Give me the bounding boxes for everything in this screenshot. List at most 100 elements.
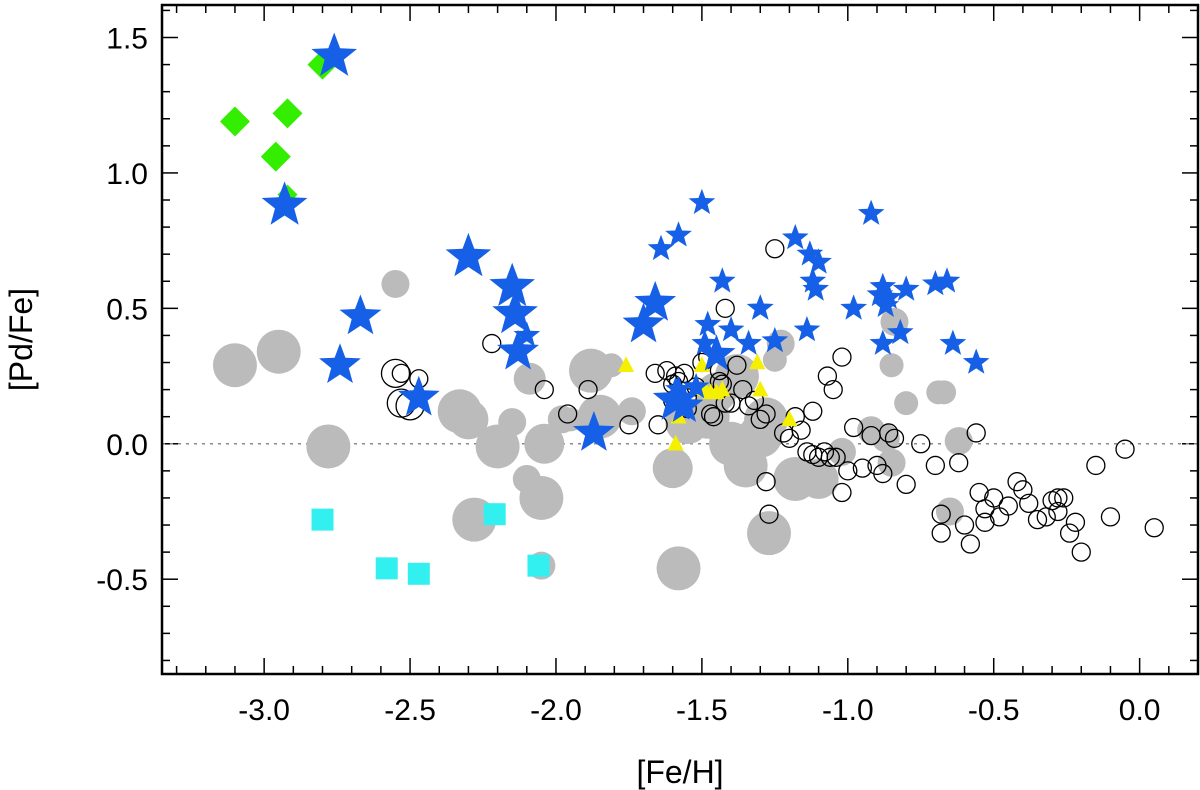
point-open-circle bbox=[960, 534, 981, 554]
point-cyan-square bbox=[527, 554, 550, 577]
point-green-diamond bbox=[272, 98, 303, 129]
point-open-circle bbox=[969, 482, 989, 503]
point-open-circle bbox=[1048, 488, 1068, 508]
y-axis-label: [Pd/Fe] bbox=[3, 288, 39, 391]
point-blue-star bbox=[962, 348, 990, 374]
y-tick-label: 0.0 bbox=[106, 429, 148, 462]
point-open-circle bbox=[984, 488, 1004, 508]
point-blue-star bbox=[922, 270, 949, 296]
point-grey-circle bbox=[944, 427, 973, 456]
point-open-circle bbox=[820, 447, 840, 467]
point-blue-star bbox=[697, 334, 736, 371]
point-blue-star bbox=[746, 294, 774, 320]
y-tick-label: 0.5 bbox=[106, 293, 148, 326]
point-blue-star bbox=[840, 294, 867, 320]
point-blue-star bbox=[665, 385, 704, 422]
point-yellow-triangle bbox=[781, 410, 798, 427]
point-blue-star bbox=[647, 234, 675, 261]
point-open-circle bbox=[765, 239, 785, 259]
point-yellow-triangle bbox=[749, 353, 766, 370]
point-grey-circle bbox=[212, 343, 257, 388]
point-open-circle bbox=[703, 407, 724, 427]
tick-labels: -3.0 -2.5 -2.0 -1.5 -1.0 -0.5 0.0 -0.5 0.0 0.5 1.0… bbox=[96, 23, 1160, 727]
point-open-circle bbox=[645, 363, 665, 384]
point-open-circle bbox=[1086, 455, 1106, 476]
point-grey-circle bbox=[744, 397, 789, 442]
point-grey-circle bbox=[747, 511, 792, 556]
point-blue-star bbox=[793, 316, 821, 342]
point-blue-star bbox=[799, 267, 827, 293]
point-blue-star bbox=[939, 329, 967, 355]
point-blue-star bbox=[875, 283, 902, 309]
point-blue-star bbox=[445, 232, 492, 277]
point-blue-star bbox=[261, 181, 308, 225]
point-open-circle bbox=[759, 504, 779, 524]
point-open-circle bbox=[1027, 509, 1048, 530]
point-open-circle bbox=[832, 347, 852, 367]
point-cyan-square bbox=[483, 503, 506, 526]
point-grey-circle bbox=[547, 405, 576, 434]
point-blue-star bbox=[887, 318, 914, 345]
point-grey-circle bbox=[524, 423, 565, 464]
point-blue-star bbox=[665, 375, 692, 401]
point-blue-star bbox=[892, 275, 920, 301]
point-blue-star bbox=[688, 188, 716, 214]
point-blue-star bbox=[492, 289, 538, 334]
point-open-circle bbox=[843, 417, 864, 438]
point-blue-star bbox=[869, 329, 897, 355]
point-blue-star bbox=[634, 280, 677, 321]
point-open-circle bbox=[391, 363, 411, 384]
point-yellow-triangle bbox=[617, 356, 635, 372]
point-open-circle bbox=[954, 515, 975, 535]
point-open-circle bbox=[911, 434, 931, 454]
point-grey-circle bbox=[306, 424, 351, 469]
point-blue-star bbox=[489, 262, 535, 307]
point-open-circle bbox=[873, 463, 893, 484]
point-blue-star bbox=[735, 329, 762, 355]
point-open-circle bbox=[931, 523, 951, 543]
point-open-circle bbox=[1013, 480, 1033, 500]
point-blue-star bbox=[682, 372, 710, 399]
point-grey-circle bbox=[512, 464, 541, 493]
point-green-diamond bbox=[260, 141, 291, 172]
point-blue-star bbox=[622, 302, 665, 343]
point-yellow-triangle bbox=[667, 434, 684, 451]
point-grey-circle bbox=[879, 353, 904, 378]
point-open-circle bbox=[744, 390, 765, 411]
point-blue-star bbox=[573, 410, 615, 451]
point-grey-circle bbox=[652, 448, 693, 489]
point-open-circle bbox=[1054, 488, 1074, 508]
point-blue-star bbox=[717, 316, 745, 342]
point-open-circle bbox=[648, 415, 668, 435]
point-open-circle bbox=[700, 404, 721, 424]
y-tick-label: 1.0 bbox=[106, 158, 148, 191]
point-grey-circle bbox=[798, 458, 839, 499]
point-open-circle bbox=[998, 496, 1018, 516]
point-blue-star bbox=[857, 199, 885, 225]
point-open-circle bbox=[1007, 472, 1027, 492]
point-open-circle bbox=[823, 379, 843, 400]
point-open-circle bbox=[931, 504, 951, 524]
point-open-circle bbox=[715, 298, 735, 319]
point-open-circle bbox=[879, 423, 899, 443]
point-open-circle bbox=[1065, 512, 1086, 532]
point-open-circle bbox=[838, 461, 858, 481]
point-grey-circle bbox=[448, 399, 489, 440]
point-open-circle bbox=[896, 474, 916, 495]
y-tick-label: 1.5 bbox=[106, 23, 148, 56]
point-open-circle bbox=[756, 404, 776, 424]
point-open-circle bbox=[803, 401, 823, 421]
point-grey-circle bbox=[568, 348, 613, 393]
point-open-circle bbox=[482, 333, 502, 354]
point-open-circle bbox=[750, 409, 770, 430]
point-grey-circle bbox=[256, 329, 301, 374]
point-cyan-square bbox=[311, 508, 334, 531]
point-open-circle bbox=[1115, 439, 1135, 459]
x-tick-label: -1.0 bbox=[822, 694, 874, 727]
point-grey-circle bbox=[932, 380, 957, 405]
x-tick-label: -0.5 bbox=[968, 694, 1020, 727]
point-blue-star bbox=[694, 310, 721, 336]
point-blue-star bbox=[782, 223, 809, 250]
x-axis-label: [Fe/H] bbox=[636, 754, 723, 790]
